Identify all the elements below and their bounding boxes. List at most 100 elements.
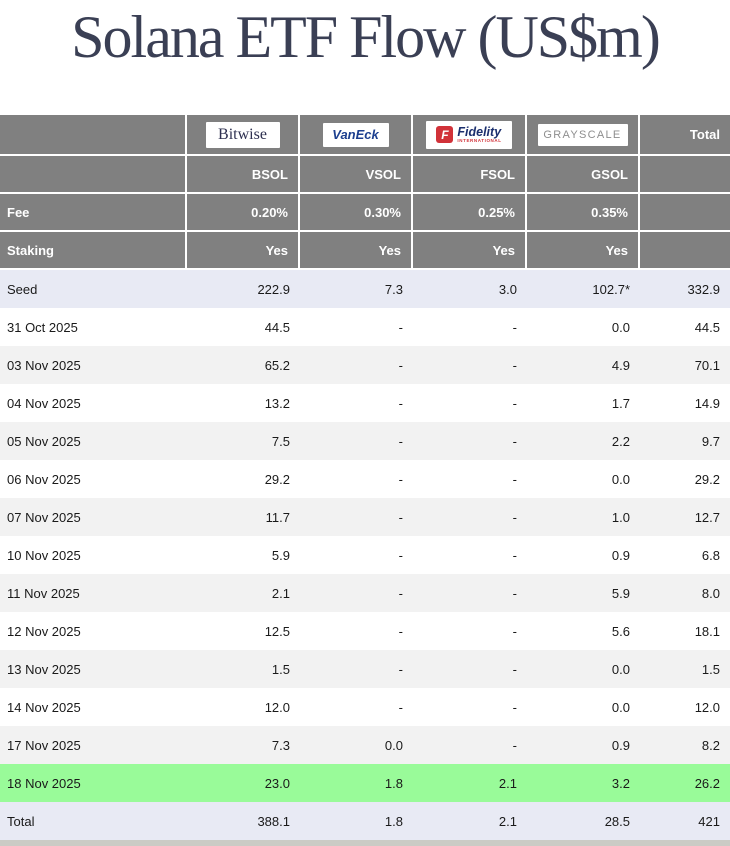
- total-value-cell: 26.2: [694, 775, 720, 791]
- fsol-value-cell: -: [512, 319, 517, 335]
- table-row: 03 Nov 2025 65.2 - - 4.9 70.1: [0, 346, 730, 384]
- ticker-gsol: GSOL: [527, 156, 640, 192]
- total-value-cell: 8.2: [701, 737, 720, 753]
- fsol-value-cell: -: [512, 699, 517, 715]
- fee-row: Fee 0.20% 0.30% 0.25% 0.35%: [0, 194, 730, 232]
- fee-bsol: 0.20%: [187, 194, 300, 230]
- total-value-cell: 8.0: [701, 585, 720, 601]
- vsol-value-cell: -: [398, 357, 403, 373]
- fee-fsol: 0.25%: [413, 194, 527, 230]
- row-label: 07 Nov 2025: [7, 509, 81, 525]
- total-value-cell: 12.0: [694, 699, 720, 715]
- bsol-value-cell: 12.0: [264, 699, 290, 715]
- bsol-value-cell: 13.2: [264, 395, 290, 411]
- gsol-value-cell: 0.0: [611, 319, 630, 335]
- gsol-value-cell: 0.0: [611, 661, 630, 677]
- row-label: 13 Nov 2025: [7, 661, 81, 677]
- ticker-bsol: BSOL: [187, 156, 300, 192]
- gsol-value-cell: 0.0: [611, 471, 630, 487]
- row-label: 18 Nov 2025: [7, 775, 81, 791]
- table-row: Seed 222.9 7.3 3.0 102.7* 332.9: [0, 270, 730, 308]
- bitwise-logo: Bitwise: [205, 121, 280, 148]
- fsol-value-cell: -: [512, 471, 517, 487]
- staking-row: Staking Yes Yes Yes Yes: [0, 232, 730, 270]
- vsol-value-cell: -: [398, 319, 403, 335]
- fsol-value-cell: -: [512, 395, 517, 411]
- row-label: 04 Nov 2025: [7, 395, 81, 411]
- staking-bsol: Yes: [187, 232, 300, 268]
- fsol-value-cell: -: [512, 661, 517, 677]
- logo-header-row: Bitwise VanEck F Fidelity INTERNATIONAL …: [0, 115, 730, 156]
- ticker-total-empty-cell: [640, 156, 730, 192]
- ticker-empty-cell: [0, 156, 187, 192]
- staking-gsol: Yes: [527, 232, 640, 268]
- bsol-value-cell: 7.3: [271, 737, 290, 753]
- table-row: 12 Nov 2025 12.5 - - 5.6 18.1: [0, 612, 730, 650]
- gsol-value-cell: 1.0: [611, 509, 630, 525]
- fidelity-f-icon: F: [436, 126, 454, 143]
- table-row: 07 Nov 2025 11.7 - - 1.0 12.7: [0, 498, 730, 536]
- table-row: 10 Nov 2025 5.9 - - 0.9 6.8: [0, 536, 730, 574]
- etf-flow-table: Bitwise VanEck F Fidelity INTERNATIONAL …: [0, 115, 730, 846]
- table-row: 11 Nov 2025 2.1 - - 5.9 8.0: [0, 574, 730, 612]
- table-row: 14 Nov 2025 12.0 - - 0.0 12.0: [0, 688, 730, 726]
- bsol-value-cell: 1.5: [271, 661, 290, 677]
- total-value-cell: 44.5: [694, 319, 720, 335]
- gsol-value-cell: 2.2: [611, 433, 630, 449]
- staking-label: Staking: [0, 232, 187, 268]
- bsol-value-cell: 2.1: [271, 585, 290, 601]
- fsol-value-cell: -: [512, 623, 517, 639]
- bsol-value-cell: 388.1: [257, 813, 290, 829]
- total-value-cell: 70.1: [694, 357, 720, 373]
- fee-vsol: 0.30%: [300, 194, 413, 230]
- total-value-cell: 29.2: [694, 471, 720, 487]
- gsol-value-cell: 0.9: [611, 547, 630, 563]
- fsol-value-cell: -: [512, 547, 517, 563]
- gsol-value-cell: 0.0: [611, 699, 630, 715]
- bsol-value-cell: 23.0: [264, 775, 290, 791]
- ticker-header-row: BSOL VSOL FSOL GSOL: [0, 156, 730, 194]
- gsol-value-cell: 28.5: [604, 813, 630, 829]
- total-value-cell: 18.1: [694, 623, 720, 639]
- staking-vsol: Yes: [300, 232, 413, 268]
- grayscale-logo: GRAYSCALE: [537, 123, 628, 146]
- row-label: 17 Nov 2025: [7, 737, 81, 753]
- table-row: 13 Nov 2025 1.5 - - 0.0 1.5: [0, 650, 730, 688]
- fsol-value-cell: -: [512, 737, 517, 753]
- total-value-cell: 332.9: [687, 281, 720, 297]
- row-label: Seed: [7, 281, 38, 297]
- vsol-value-cell: 7.3: [384, 281, 403, 297]
- fidelity-logo-cell: F Fidelity INTERNATIONAL: [413, 115, 527, 154]
- grayscale-logo-cell: GRAYSCALE: [527, 115, 640, 154]
- bsol-value-cell: 5.9: [271, 547, 290, 563]
- fsol-value-cell: -: [512, 585, 517, 601]
- ticker-fsol: FSOL: [413, 156, 527, 192]
- bsol-value-cell: 44.5: [264, 319, 290, 335]
- total-value-cell: 12.7: [694, 509, 720, 525]
- fee-total-empty-cell: [640, 194, 730, 230]
- table-row: 05 Nov 2025 7.5 - - 2.2 9.7: [0, 422, 730, 460]
- row-label: 12 Nov 2025: [7, 623, 81, 639]
- vsol-value-cell: -: [398, 661, 403, 677]
- fsol-value-cell: 2.1: [498, 813, 517, 829]
- gsol-value-cell: 5.6: [611, 623, 630, 639]
- table-row: 06 Nov 2025 29.2 - - 0.0 29.2: [0, 460, 730, 498]
- total-value-cell: 6.8: [701, 547, 720, 563]
- vsol-value-cell: -: [398, 585, 403, 601]
- bsol-value-cell: 11.7: [265, 509, 290, 525]
- vsol-value-cell: 0.0: [384, 737, 403, 753]
- gsol-value-cell: 0.9: [611, 737, 630, 753]
- bottom-strip: [0, 840, 730, 846]
- page-title: Solana ETF Flow (US$m): [71, 4, 661, 70]
- gsol-value-cell: 102.7*: [592, 281, 630, 297]
- table-row: 31 Oct 2025 44.5 - - 0.0 44.5: [0, 308, 730, 346]
- bsol-value-cell: 7.5: [271, 433, 290, 449]
- total-value-cell: 421: [698, 813, 720, 829]
- bsol-value-cell: 65.2: [264, 357, 290, 373]
- fee-gsol: 0.35%: [527, 194, 640, 230]
- fsol-value-cell: -: [512, 509, 517, 525]
- gsol-value-cell: 1.7: [611, 395, 630, 411]
- fidelity-logo: F Fidelity INTERNATIONAL: [426, 120, 512, 149]
- total-value-cell: 9.7: [701, 433, 720, 449]
